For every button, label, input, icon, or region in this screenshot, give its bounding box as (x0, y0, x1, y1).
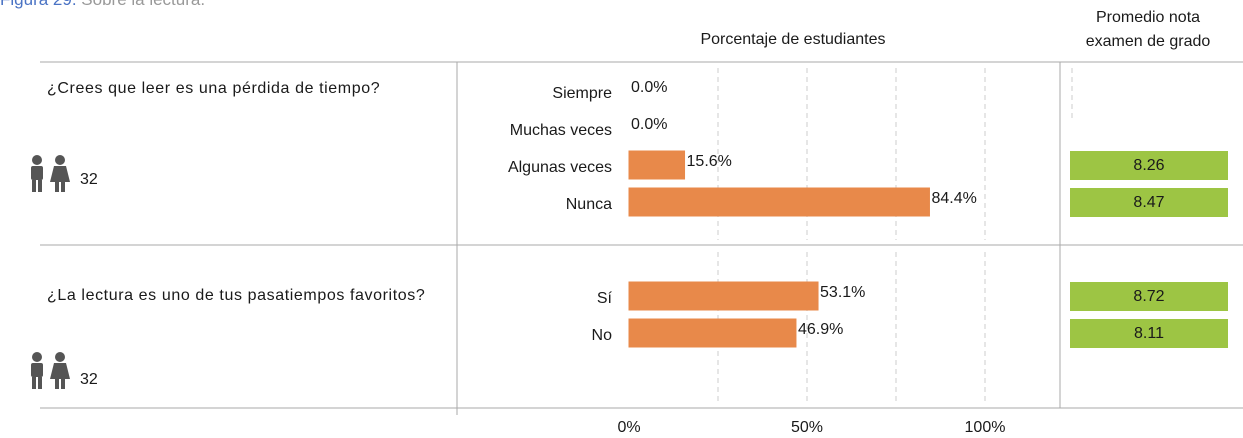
avg-header: examen de grado (1086, 33, 1211, 50)
x-tick-label: 50% (791, 419, 823, 436)
table-lines (40, 61, 1243, 415)
student-count: 32 (80, 371, 98, 388)
avg-box (1070, 282, 1228, 311)
question: ¿Crees que leer es una pérdida de tiempo… (47, 80, 381, 97)
bar (628, 281, 819, 311)
value-label: 15.6% (687, 153, 732, 170)
x-header: Porcentaje de estudiantes (700, 31, 885, 48)
student-count: 32 (80, 171, 98, 188)
avg-label: 8.47 (1133, 194, 1164, 211)
value-label: 0.0% (631, 79, 667, 96)
value-label: 46.9% (798, 321, 843, 338)
avg-label: 8.72 (1133, 288, 1164, 305)
value-label: 0.0% (631, 116, 667, 133)
avg-header: Promedio nota (1096, 9, 1200, 26)
category-label: Siempre (552, 85, 612, 102)
avg-box (1070, 319, 1228, 348)
bar (628, 318, 797, 348)
avg-box (1070, 151, 1228, 180)
avg-label: 8.26 (1133, 157, 1164, 174)
x-tick-label: 100% (965, 419, 1006, 436)
bar (628, 150, 686, 180)
category-label: Muchas veces (510, 122, 612, 139)
figure-label: Figura 29. (0, 0, 77, 9)
value-label: 84.4% (931, 190, 976, 207)
figure-text: Sobre la lectura. (81, 0, 205, 9)
category-label: Nunca (566, 196, 612, 213)
avg-box (1070, 188, 1228, 217)
question: ¿La lectura es uno de tus pasatiempos fa… (47, 287, 426, 304)
bar (628, 187, 930, 217)
figure-title: Figura 29. Sobre la lectura. (0, 0, 205, 10)
student-icons (31, 155, 70, 389)
category-label: Sí (597, 290, 613, 307)
avg-label: 8.11 (1134, 325, 1164, 342)
category-label: Algunas veces (508, 159, 612, 176)
x-tick-label: 0% (617, 419, 640, 436)
value-label: 53.1% (820, 284, 865, 301)
category-label: No (592, 327, 613, 344)
